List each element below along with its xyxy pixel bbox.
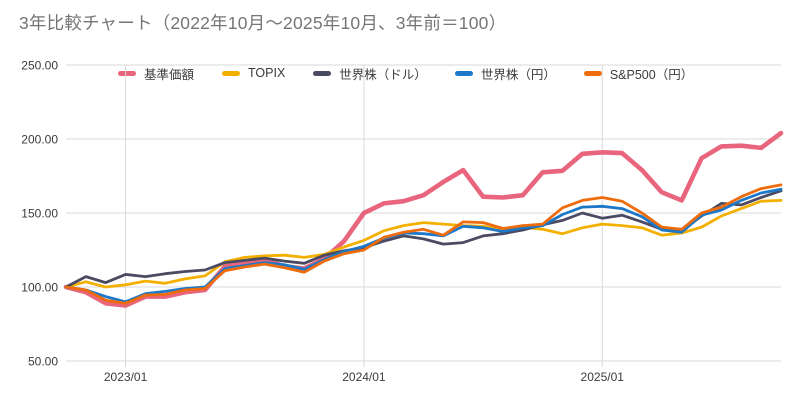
series-line-1 xyxy=(64,198,783,289)
series-line-2 xyxy=(64,189,783,289)
legend-swatch-kijunkagaku xyxy=(118,70,136,76)
y-axis-tick-label: 200.00 xyxy=(21,133,58,147)
legend-swatch-topix xyxy=(222,70,241,76)
x-axis-tick-label: 2024/01 xyxy=(342,370,386,384)
y-axis-tick-label: 150.00 xyxy=(21,207,58,221)
series-line-3 xyxy=(64,187,783,304)
legend-item-sekaikabu-doru[interactable]: 世界株（ドル） xyxy=(313,64,427,83)
legend: 基準価額 TOPIX 世界株（ドル） 世界株（円） S&P500（円） xyxy=(118,64,694,83)
legend-item-kijunkagaku[interactable]: 基準価額 xyxy=(118,64,194,83)
legend-swatch-sekaikabu-doru xyxy=(313,70,332,76)
y-axis-tick-label: 50.00 xyxy=(28,355,58,369)
series-line-4 xyxy=(64,183,783,305)
legend-swatch-sekaikabu-en xyxy=(454,70,473,76)
x-axis-tick-label: 2025/01 xyxy=(581,370,625,384)
chart-title: 3年比較チャート（2022年10月～2025年10月、3年前＝100） xyxy=(19,13,507,33)
legend-label-sekaikabu-en: 世界株（円） xyxy=(480,67,556,82)
legend-label-sp500-en: S&P500（円） xyxy=(609,67,694,82)
legend-item-sekaikabu-en[interactable]: 世界株（円） xyxy=(454,64,556,83)
legend-label-topix: TOPIX xyxy=(248,66,286,80)
legend-item-sp500-en[interactable]: S&P500（円） xyxy=(583,64,694,83)
y-axis-tick-label: 100.00 xyxy=(21,281,58,295)
x-axis-tick-label: 2023/01 xyxy=(104,370,148,384)
legend-label-sekaikabu-doru: 世界株（ドル） xyxy=(339,67,427,82)
y-axis-tick-label: 250.00 xyxy=(21,59,58,73)
legend-item-topix[interactable]: TOPIX xyxy=(222,66,285,80)
legend-swatch-sp500-en xyxy=(583,70,602,76)
legend-label-kijunkagaku: 基準価額 xyxy=(144,67,195,82)
series-line-0 xyxy=(63,130,784,308)
